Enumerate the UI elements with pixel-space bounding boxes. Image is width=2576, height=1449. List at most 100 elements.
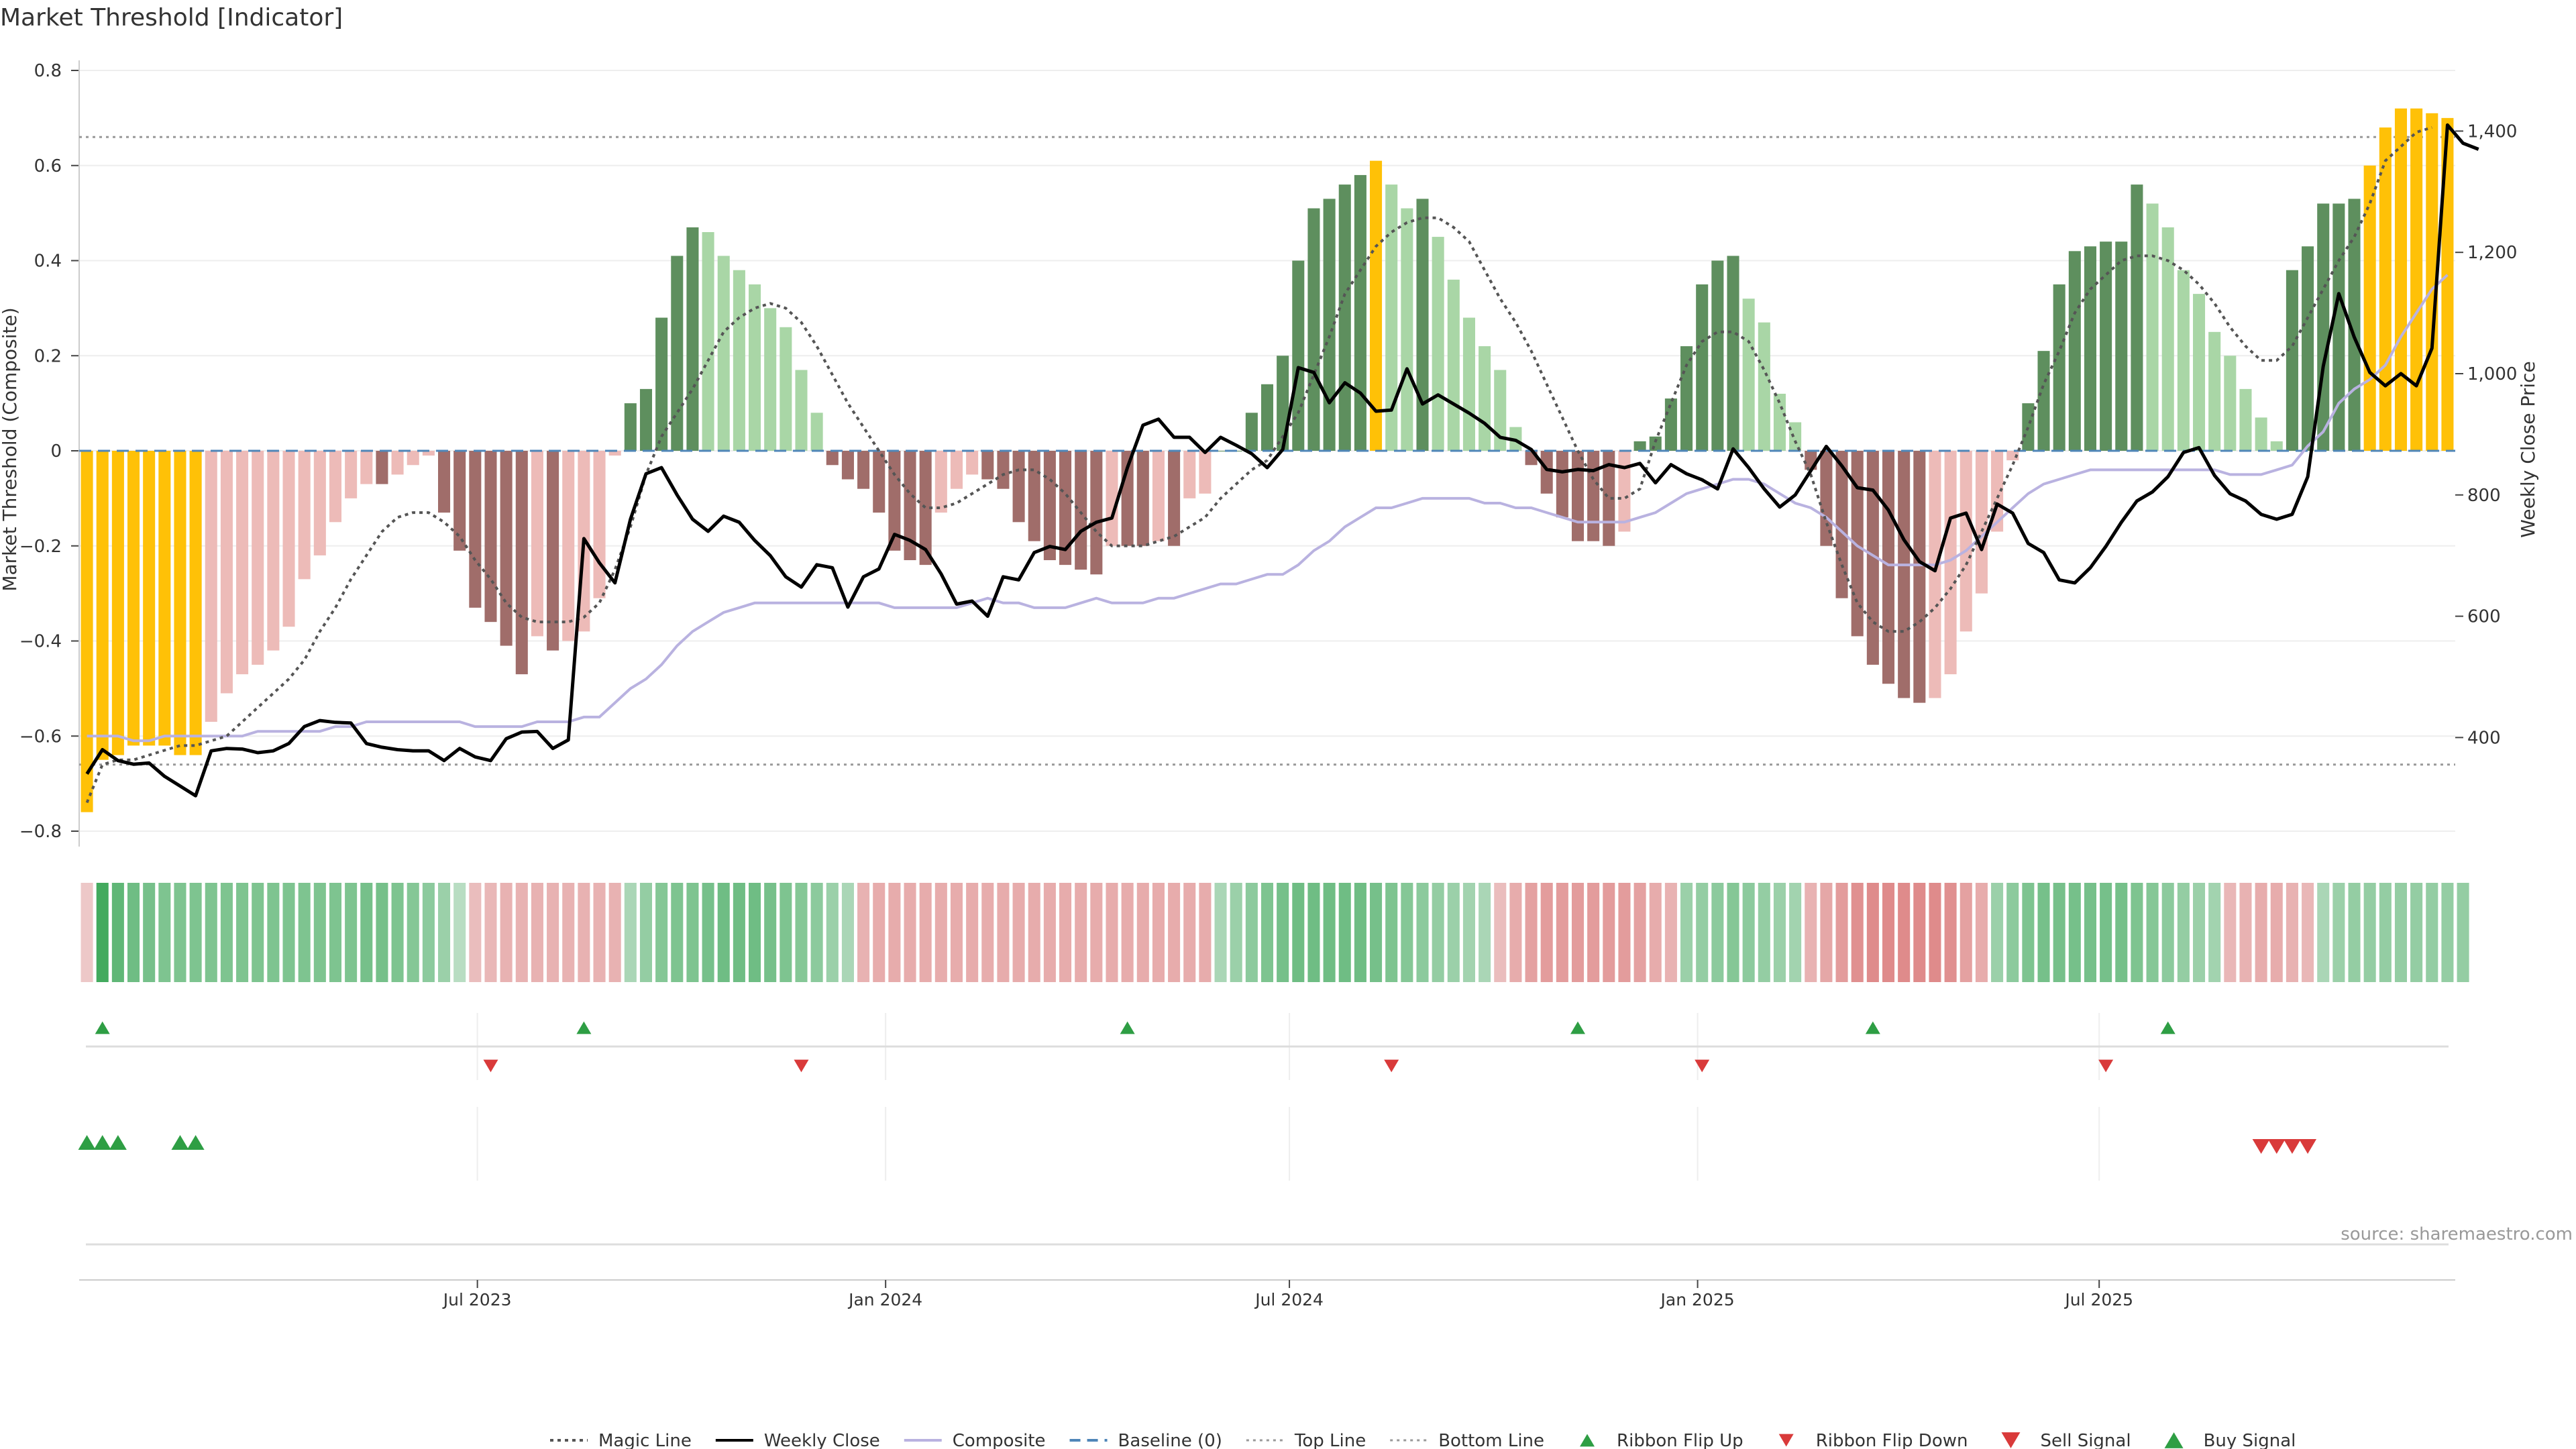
composite-bar xyxy=(780,327,792,451)
composite-bar xyxy=(2177,270,2190,451)
legend-item: Magic Line xyxy=(550,1431,692,1449)
legend-item: Top Line xyxy=(1246,1431,1366,1449)
ribbon-cell xyxy=(749,883,761,982)
composite-bars xyxy=(80,108,2454,812)
composite-bar xyxy=(453,451,466,551)
composite-bar xyxy=(360,451,373,484)
sell-signal-marker xyxy=(2283,1138,2301,1155)
ribbon-cell xyxy=(1696,883,1709,982)
legend-label: Magic Line xyxy=(598,1431,692,1449)
composite-bar xyxy=(1866,451,1879,665)
legend-swatch xyxy=(2164,1432,2184,1448)
composite-bar xyxy=(469,451,482,608)
composite-bar xyxy=(298,451,311,580)
ribbon-cell xyxy=(1012,883,1025,982)
ribbon-cell xyxy=(2348,883,2361,982)
ribbon-cell xyxy=(205,883,217,982)
ribbon-cell xyxy=(2146,883,2159,982)
composite-bar xyxy=(2270,441,2283,451)
composite-bar xyxy=(624,403,637,451)
left-tick-label: 0.6 xyxy=(34,156,62,176)
ribbon-cell xyxy=(2177,883,2190,982)
ribbon-cell xyxy=(624,883,637,982)
ribbon-cell xyxy=(966,883,979,982)
left-tick-label: 0.4 xyxy=(34,252,62,272)
ribbon-cell xyxy=(1680,883,1693,982)
composite-bar xyxy=(810,413,823,451)
weekly-close-line xyxy=(85,123,2479,798)
ribbon-cell xyxy=(1649,883,1662,982)
composite-bar xyxy=(1323,199,1336,451)
composite-bar xyxy=(997,451,1010,489)
composite-line xyxy=(87,274,2449,743)
ribbon-cell xyxy=(671,883,684,982)
ribbon-cell xyxy=(1136,883,1149,982)
ribbon-cell xyxy=(407,883,419,982)
ribbon-cell xyxy=(422,883,435,982)
ribbon-cell xyxy=(484,883,497,982)
ribbon-flip-up-marker xyxy=(2160,1021,2176,1034)
ribbon-cell xyxy=(1835,883,1848,982)
ribbon-cell xyxy=(2363,883,2376,982)
ribbon-cell xyxy=(345,883,358,982)
composite-bar xyxy=(2394,108,2408,451)
composite-bar xyxy=(733,270,745,451)
x-tick-label: Jan 2024 xyxy=(847,1290,922,1309)
ribbon-cell xyxy=(2270,883,2283,982)
legend-label: Composite xyxy=(953,1431,1046,1449)
right-axis-label: Weekly Close Price xyxy=(2517,361,2539,537)
composite-bar xyxy=(934,451,947,513)
ribbon-cell xyxy=(282,883,295,982)
composite-bar xyxy=(2441,117,2454,451)
left-axis-label: Market Threshold (Composite) xyxy=(0,307,21,591)
ribbon-cell xyxy=(391,883,404,982)
ribbon-cell xyxy=(313,883,326,982)
composite-bar xyxy=(1385,184,1398,451)
legend-label: Weekly Close xyxy=(764,1431,880,1449)
ribbon-cell xyxy=(2100,883,2112,982)
ribbon-cell xyxy=(562,883,575,982)
ribbon-cell xyxy=(2332,883,2345,982)
legend-label: Ribbon Flip Down xyxy=(1816,1431,1968,1449)
composite-bar xyxy=(1587,451,1600,541)
ribbon-cell xyxy=(329,883,342,982)
sell-signal-marker xyxy=(2252,1138,2270,1155)
composite-bar xyxy=(639,388,653,451)
ribbon-cell xyxy=(376,883,388,982)
ribbon-cell xyxy=(2317,883,2330,982)
ribbon-flip-up-marker xyxy=(1865,1021,1880,1034)
composite-bar xyxy=(671,256,684,451)
ribbon-cell xyxy=(438,883,451,982)
legend-label: Buy Signal xyxy=(2204,1431,2296,1449)
composite-bar xyxy=(111,451,124,755)
composite-bar xyxy=(345,451,358,498)
legend-label: Ribbon Flip Up xyxy=(1617,1431,1743,1449)
ribbon-cell xyxy=(1711,883,1724,982)
sell-signal-marker xyxy=(2267,1138,2286,1155)
right-tick-label: 1,400 xyxy=(2467,121,2517,142)
buy-signal-marker xyxy=(93,1134,111,1150)
composite-bar xyxy=(826,451,839,466)
ribbon-cell xyxy=(997,883,1010,982)
composite-bar xyxy=(950,451,963,489)
composite-bar xyxy=(484,451,497,623)
composite-bar xyxy=(2146,203,2159,451)
right-tick-label: 1,000 xyxy=(2467,364,2517,384)
ribbon-cell xyxy=(1075,883,1087,982)
legend-label: Top Line xyxy=(1294,1431,1366,1449)
composite-bar xyxy=(1338,184,1351,451)
legend-item: Bottom Line xyxy=(1390,1431,1544,1449)
ribbon-cell xyxy=(919,883,932,982)
composite-bar xyxy=(1742,299,1755,451)
composite-bar xyxy=(2379,127,2392,451)
composite-bar xyxy=(749,284,761,451)
ribbon-cell xyxy=(686,883,699,982)
composite-bar xyxy=(547,451,559,651)
composite-bar xyxy=(2363,165,2376,451)
composite-bar xyxy=(2053,284,2065,451)
legend: Magic Line Weekly Close Composite Baseline … xyxy=(550,1431,2296,1449)
ribbon-cell xyxy=(1727,883,1739,982)
composite-bar xyxy=(2286,270,2298,451)
ribbon-cell xyxy=(780,883,792,982)
buy-signal-marker xyxy=(78,1134,96,1150)
